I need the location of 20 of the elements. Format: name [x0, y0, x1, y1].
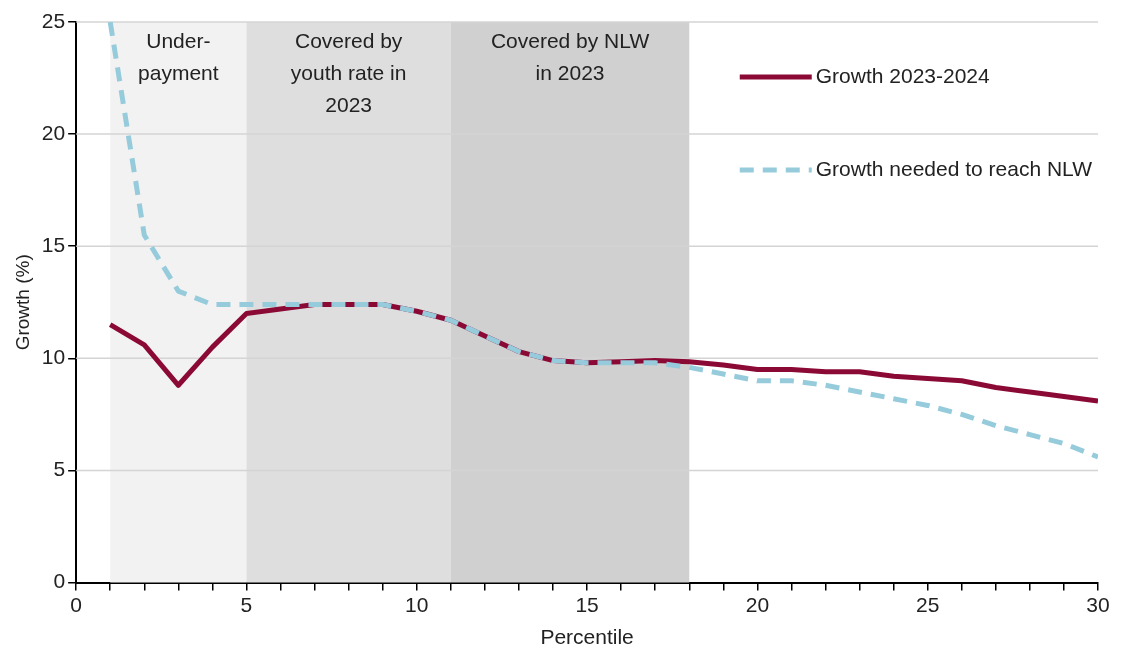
x-tick-label: 20 — [745, 593, 770, 616]
x-tick-label: 25 — [916, 593, 940, 616]
y-tick-label: 0 — [53, 569, 66, 593]
x-tick-label: 30 — [1086, 593, 1110, 616]
y-tick-label: 25 — [41, 8, 66, 32]
y-tick-label: 20 — [41, 120, 66, 144]
band-label: Covered by NLW in 2023 — [490, 29, 650, 85]
x-axis-title: Percentile — [540, 625, 634, 649]
x-tick-label: 10 — [405, 593, 429, 616]
y-tick-label: 5 — [53, 457, 66, 481]
x-tick-label: 0 — [70, 593, 82, 616]
y-tick-label: 15 — [41, 233, 66, 257]
y-tick-label: 10 — [41, 345, 66, 369]
y-axis-title: Growth (%) — [11, 254, 33, 351]
band-label: Under- payment — [138, 29, 219, 85]
x-tick-label: 5 — [240, 593, 253, 616]
legend-label: Growth 2023-2024 — [815, 63, 991, 87]
band-label: Covered by youth rate in 2023 — [290, 29, 407, 117]
legend-label: Growth needed to reach NLW — [815, 156, 1093, 180]
x-tick-label: 15 — [575, 593, 599, 616]
